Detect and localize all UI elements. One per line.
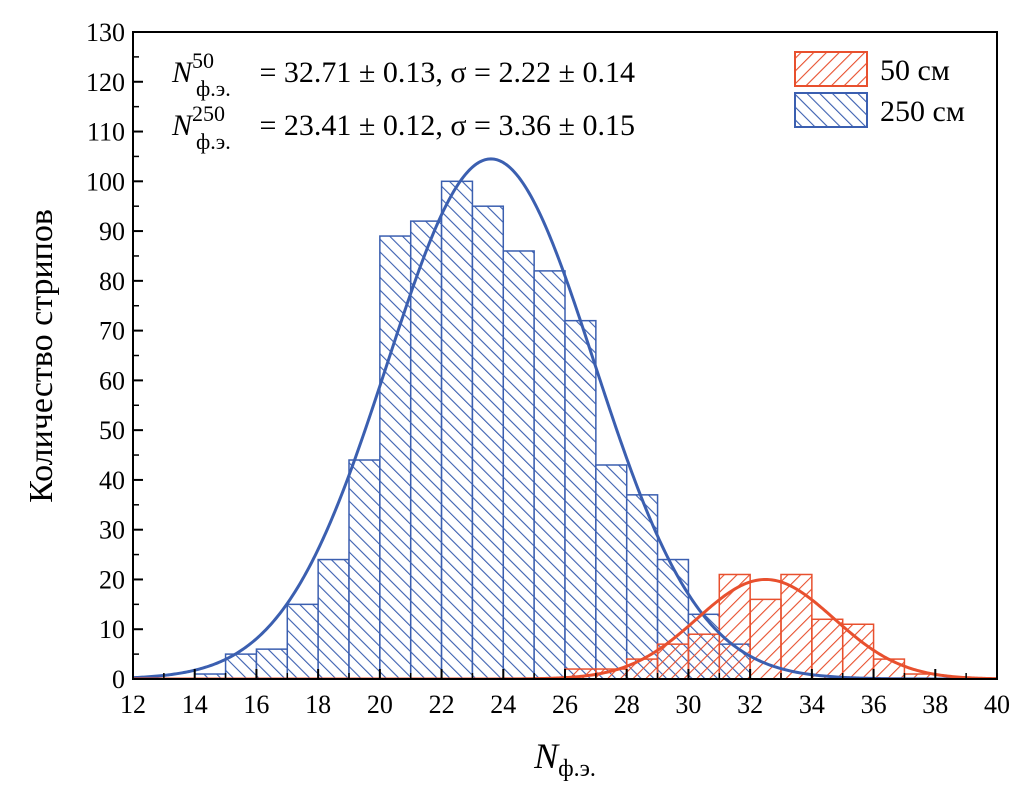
annotation-50-symbol: N: [171, 56, 194, 89]
annotation-50: N50 ф.э. = 32.71 ± 0.13, σ = 2.22 ± 0.14: [171, 48, 635, 101]
x-axis-label-subscript: ф.э.: [558, 756, 596, 782]
bar-250см-16: [255, 648, 289, 680]
y-tick-label-0: 0: [112, 665, 125, 694]
annotation-250-sup: 250: [192, 101, 225, 126]
legend-label-50: 50 см: [880, 54, 950, 87]
annotation-250: N250 ф.э. = 23.41 ± 0.12, σ = 3.36 ± 0.15: [171, 101, 635, 154]
series-250-bars: [193, 180, 751, 680]
bar-250см-19: [348, 459, 381, 680]
y-tick-label-110: 110: [87, 118, 125, 147]
y-tick-label-120: 120: [86, 68, 125, 97]
y-tick-label-130: 130: [86, 18, 125, 47]
x-tick-label-30: 30: [675, 690, 701, 719]
x-tick-label-40: 40: [984, 690, 1010, 719]
x-axis-label-symbol: N: [533, 736, 560, 776]
bar-50см-29: [656, 643, 690, 680]
annotation-50-text: = 32.71 ± 0.13, σ = 2.22 ± 0.14: [252, 56, 635, 89]
y-tick-label-40: 40: [99, 466, 125, 495]
legend: 50 см 250 см: [794, 51, 965, 128]
bar-250см-24: [502, 250, 535, 680]
x-tick-label-20: 20: [367, 690, 393, 719]
fit-curve-250см: [133, 157, 997, 679]
annotation-50-sub: ф.э.: [196, 76, 231, 101]
y-tick-label-80: 80: [99, 267, 125, 296]
bar-250см-25: [533, 270, 566, 680]
x-axis-label: Nф.э.: [533, 736, 596, 782]
y-tick-label-10: 10: [99, 615, 125, 644]
bar-50см-35: [841, 623, 875, 680]
x-tick-label-36: 36: [861, 690, 887, 719]
x-tick-label-12: 12: [120, 690, 146, 719]
x-tick-label-18: 18: [305, 690, 331, 719]
bar-250см-26: [564, 319, 597, 680]
y-tick-label-50: 50: [99, 416, 125, 445]
annotation-250-text: = 23.41 ± 0.12, σ = 3.36 ± 0.15: [252, 109, 635, 142]
bar-50см-36: [872, 658, 906, 680]
y-axis-label: Количество стрипов: [23, 209, 60, 503]
annotation-250-sub: ф.э.: [196, 129, 231, 154]
x-tick-label-38: 38: [922, 690, 948, 719]
bar-50см-34: [811, 618, 844, 680]
x-tick-label-34: 34: [799, 690, 825, 719]
bar-250см-17: [286, 603, 319, 680]
bar-50см-30: [687, 633, 721, 680]
x-tick-label-24: 24: [490, 690, 516, 719]
bar-250см-27: [595, 464, 628, 680]
legend-swatch-250: [794, 92, 868, 128]
x-axis-ticks: 12 14 16 18 20 22 24 26 28 30 32 34 36 38 40: [120, 669, 1010, 719]
x-tick-label-26: 26: [552, 690, 578, 719]
bar-250см-18: [317, 558, 350, 680]
annotation-250-symbol: N: [171, 109, 194, 142]
y-tick-label-90: 90: [99, 217, 125, 246]
x-tick-label-14: 14: [182, 690, 208, 719]
x-tick-label-16: 16: [243, 690, 269, 719]
y-tick-label-60: 60: [99, 366, 125, 395]
annotation-50-sup: 50: [192, 48, 214, 73]
bar-250см-23: [471, 205, 505, 680]
legend-swatch-50: [794, 51, 868, 87]
bar-50см-33: [780, 573, 813, 680]
y-tick-label-70: 70: [99, 317, 125, 346]
bar-250см-22: [440, 180, 474, 680]
y-tick-label-20: 20: [99, 565, 125, 594]
y-axis-ticks: 0 10 20 30 40 50 60 70 80 90 100 110 120 130: [86, 18, 143, 694]
bar-250см-21: [409, 220, 443, 680]
x-tick-label-28: 28: [614, 690, 640, 719]
legend-label-250: 250 см: [880, 95, 965, 128]
y-tick-label-30: 30: [99, 516, 125, 545]
y-tick-label-100: 100: [86, 167, 125, 196]
bar-50см-28: [625, 658, 659, 680]
x-tick-label-22: 22: [429, 690, 455, 719]
x-tick-label-32: 32: [737, 690, 763, 719]
